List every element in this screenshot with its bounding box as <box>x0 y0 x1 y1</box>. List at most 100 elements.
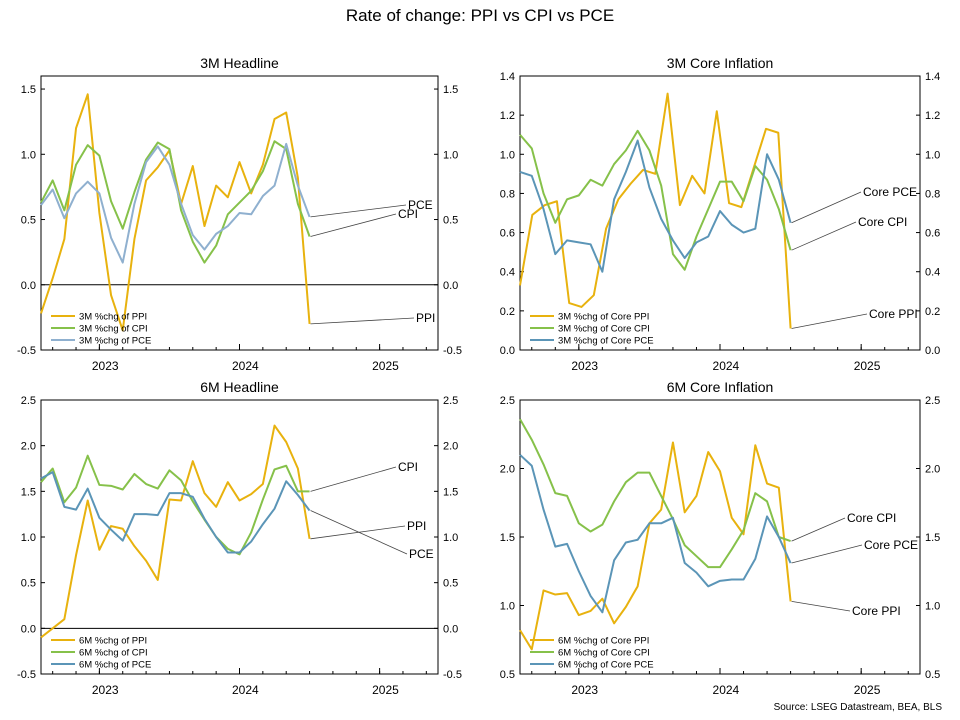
series-line-3m-chg-of-core-pce <box>519 139 792 273</box>
panel-3m-headline: 3M Headline -0.5 -0.5 0.0 0.0 0.5 0.5 1.0 1.0 1.5… <box>17 55 462 373</box>
end-label-core-pce: Core PCE <box>863 185 917 199</box>
series-line-6m-chg-of-pce <box>40 471 311 554</box>
y-tick-label-right: 0.4 <box>925 267 940 279</box>
end-label-leader <box>310 317 415 325</box>
x-tick-label: 2023 <box>571 359 598 373</box>
series-line-6m-chg-of-ppi <box>40 424 311 639</box>
legend-entry-3m-chg-of-core-ppi: 3M %chg of Core PPI <box>558 312 649 323</box>
legend-entry-3m-chg-of-cpi: 3M %chg of CPI <box>79 324 148 335</box>
y-tick-label-left: 0.8 <box>500 188 515 200</box>
end-label-leader <box>791 544 863 564</box>
y-tick-label-right: 0.0 <box>443 623 458 635</box>
y-tick-label-left: 0.5 <box>21 215 36 227</box>
series-line-6m-chg-of-core-pce <box>519 454 792 614</box>
x-tick-label: 2025 <box>372 683 399 697</box>
y-tick-label-right: 1.5 <box>443 84 458 96</box>
y-tick-label-right: 0.2 <box>925 306 940 318</box>
y-tick-label-right: -0.5 <box>443 345 462 357</box>
y-tick-label-right: 0.0 <box>443 280 458 292</box>
y-tick-label-right: 0.5 <box>443 578 458 590</box>
end-label-leader <box>791 191 862 224</box>
end-label-cpi: CPI <box>398 207 418 221</box>
end-label-leader <box>791 313 868 329</box>
end-label-leader <box>791 600 851 612</box>
end-label-leader <box>310 510 408 555</box>
y-tick-label-left: 0.2 <box>500 306 515 318</box>
y-tick-label-right: -0.5 <box>443 669 462 681</box>
y-tick-label-left: 1.0 <box>21 532 36 544</box>
end-label-ppi: PPI <box>416 311 435 325</box>
y-tick-label-left: 2.5 <box>500 395 515 407</box>
y-tick-label-right: 1.0 <box>443 532 458 544</box>
panel-title: 3M Core Inflation <box>667 55 774 71</box>
legend-entry-6m-chg-of-core-pce: 6M %chg of Core PCE <box>558 660 654 671</box>
panel-title: 6M Headline <box>200 379 279 395</box>
panel-6m-headline: 6M Headline -0.5 -0.5 0.0 0.0 0.5 0.5 1.0 1.0 1.5… <box>17 379 462 697</box>
x-tick-label: 2024 <box>232 683 259 697</box>
y-tick-label-right: 1.4 <box>925 71 940 83</box>
source-note: Source: LSEG Datastream, BEA, BLS <box>773 702 942 713</box>
x-tick-label: 2023 <box>92 359 119 373</box>
series-line-3m-chg-of-cpi <box>40 140 311 264</box>
x-tick-label: 2024 <box>713 683 740 697</box>
series-line-3m-chg-of-ppi <box>40 93 311 332</box>
y-tick-label-right: 1.0 <box>925 149 940 161</box>
plot-frame <box>519 399 921 675</box>
y-tick-label-left: 0.0 <box>21 280 36 292</box>
y-tick-label-left: 1.5 <box>21 84 36 96</box>
legend-entry-3m-chg-of-pce: 3M %chg of PCE <box>79 336 151 347</box>
y-tick-label-left: 0.0 <box>500 345 515 357</box>
end-label-pce: PCE <box>409 547 434 561</box>
end-label-core-cpi: Core CPI <box>858 215 907 229</box>
end-label-core-ppi: Core PPI <box>869 307 918 321</box>
y-tick-label-left: -0.5 <box>17 669 36 681</box>
y-tick-label-right: 2.5 <box>925 395 940 407</box>
y-tick-label-left: 1.5 <box>21 486 36 498</box>
end-label-leader <box>791 517 846 542</box>
end-label-leader <box>310 204 407 218</box>
x-tick-label: 2024 <box>232 359 259 373</box>
legend-entry-6m-chg-of-pce: 6M %chg of PCE <box>79 660 151 671</box>
y-tick-label-right: 1.0 <box>925 601 940 613</box>
y-tick-label-left: 1.0 <box>21 149 36 161</box>
x-tick-label: 2023 <box>92 683 119 697</box>
y-tick-label-right: 0.8 <box>925 188 940 200</box>
y-tick-label-left: 1.4 <box>500 71 515 83</box>
series-line-3m-chg-of-pce <box>40 142 311 264</box>
y-tick-label-right: 2.5 <box>443 395 458 407</box>
panel-3m-core-inflation: 3M Core Inflation 0.0 0.0 0.2 0.2 0.4 0.4 0.6 0.… <box>500 55 941 373</box>
y-tick-label-left: -0.5 <box>17 345 36 357</box>
end-label-core-ppi: Core PPI <box>852 604 901 618</box>
legend-entry-3m-chg-of-core-cpi: 3M %chg of Core CPI <box>558 324 650 335</box>
y-tick-label-left: 1.2 <box>500 110 515 122</box>
legend-entry-6m-chg-of-core-cpi: 6M %chg of Core CPI <box>558 648 650 659</box>
y-tick-label-right: 0.0 <box>925 345 940 357</box>
panel-title: 3M Headline <box>200 55 279 71</box>
y-tick-label-left: 1.5 <box>500 532 515 544</box>
y-tick-label-right: 1.5 <box>925 532 940 544</box>
end-label-leader <box>310 525 406 540</box>
y-tick-label-right: 2.0 <box>443 441 458 453</box>
y-tick-label-left: 2.0 <box>21 441 36 453</box>
y-tick-label-left: 0.6 <box>500 228 515 240</box>
y-tick-label-right: 1.2 <box>925 110 940 122</box>
y-tick-label-left: 1.0 <box>500 149 515 161</box>
panel-title: 6M Core Inflation <box>667 379 774 395</box>
y-tick-label-left: 2.5 <box>21 395 36 407</box>
panel-6m-core-inflation: 6M Core Inflation 0.5 0.5 1.0 1.0 1.5 1.5 2.0 2.… <box>500 379 941 697</box>
y-tick-label-right: 1.5 <box>443 486 458 498</box>
end-label-cpi: CPI <box>398 460 418 474</box>
end-label-leader <box>791 221 857 251</box>
end-label-leader <box>310 213 397 237</box>
y-tick-label-left: 0.4 <box>500 267 515 279</box>
y-tick-label-left: 0.5 <box>21 578 36 590</box>
end-label-ppi: PPI <box>407 519 426 533</box>
end-label-leader <box>310 466 397 492</box>
x-tick-label: 2025 <box>854 359 881 373</box>
legend-entry-6m-chg-of-cpi: 6M %chg of CPI <box>79 648 148 659</box>
series-line-6m-chg-of-core-cpi <box>519 418 791 569</box>
plot-frame <box>40 399 439 675</box>
y-tick-label-right: 0.5 <box>925 669 940 681</box>
legend-entry-3m-chg-of-ppi: 3M %chg of PPI <box>79 312 147 323</box>
legend-entry-6m-chg-of-ppi: 6M %chg of PPI <box>79 636 147 647</box>
